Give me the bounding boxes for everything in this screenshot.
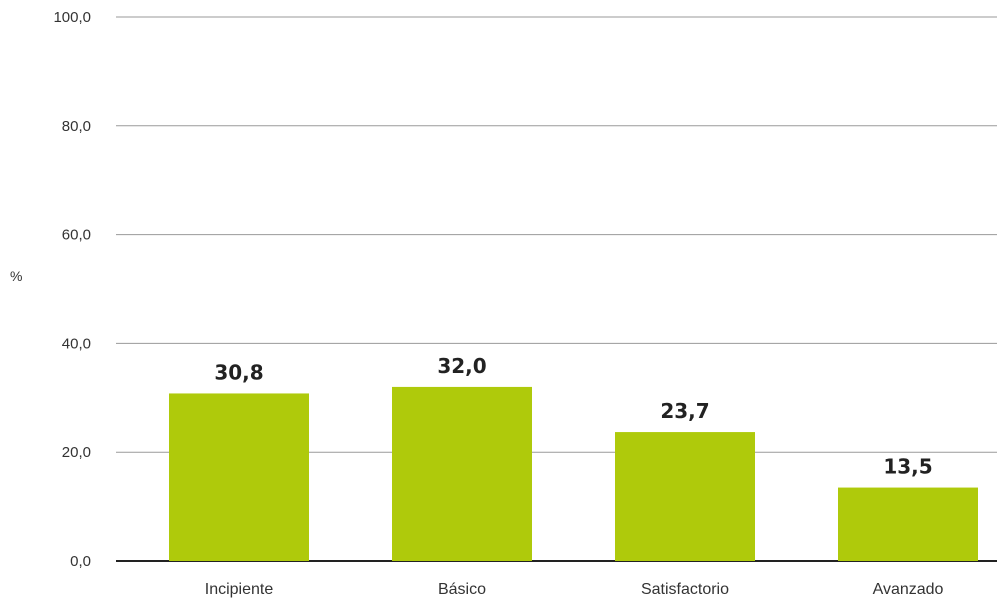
bar-incipiente xyxy=(169,393,309,561)
y-tick-label: 60,0 xyxy=(62,227,91,244)
labels: 0,0 20,0 40,0 60,0 80,0 100,0 30,8 Incipiente 32… xyxy=(53,9,943,598)
y-tick-label: 100,0 xyxy=(53,9,91,26)
bar-avanzado xyxy=(838,487,978,561)
y-tick-label: 0,0 xyxy=(70,553,91,570)
y-tick-label: 40,0 xyxy=(62,335,91,352)
bar-value-label: 13,5 xyxy=(883,455,932,479)
x-category-label: Avanzado xyxy=(873,581,944,598)
bars xyxy=(169,386,978,561)
bar-value-label: 23,7 xyxy=(660,399,709,423)
bar-value-label: 32,0 xyxy=(437,354,486,378)
bar-satisfactorio xyxy=(615,432,755,561)
x-category-label: Básico xyxy=(438,581,486,598)
x-category-label: Incipiente xyxy=(205,581,274,598)
x-category-label: Satisfactorio xyxy=(641,581,729,598)
y-tick-label: 20,0 xyxy=(62,444,91,461)
bar-value-label: 30,8 xyxy=(214,360,263,384)
bar-basico xyxy=(392,386,532,561)
y-axis-title: % xyxy=(10,268,22,284)
y-tick-label: 80,0 xyxy=(62,118,91,135)
